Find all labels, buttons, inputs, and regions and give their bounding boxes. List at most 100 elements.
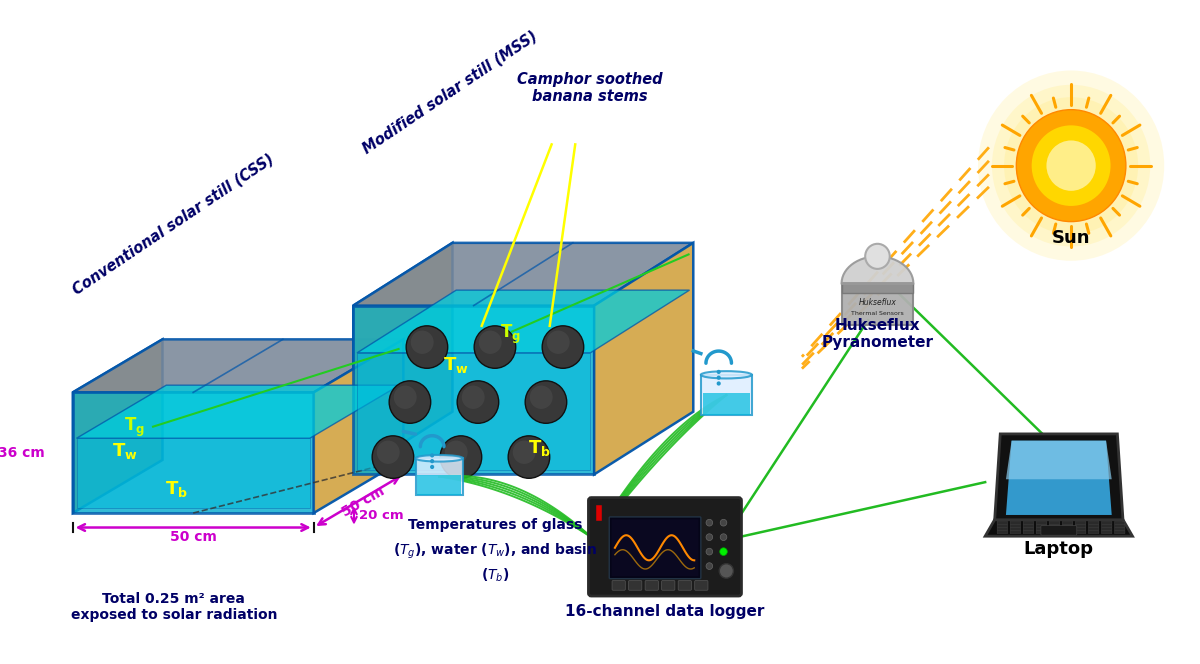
Circle shape xyxy=(394,386,416,409)
FancyBboxPatch shape xyxy=(1075,528,1086,531)
FancyBboxPatch shape xyxy=(1062,521,1073,525)
FancyBboxPatch shape xyxy=(1010,528,1021,531)
Text: Hukseflux: Hukseflux xyxy=(858,298,896,307)
FancyBboxPatch shape xyxy=(1088,521,1099,525)
Text: 16-channel data logger: 16-channel data logger xyxy=(565,604,764,620)
FancyBboxPatch shape xyxy=(1075,531,1086,534)
Circle shape xyxy=(508,436,550,478)
Circle shape xyxy=(474,326,516,369)
Polygon shape xyxy=(703,393,750,416)
FancyBboxPatch shape xyxy=(1010,531,1021,534)
Circle shape xyxy=(529,386,553,409)
FancyBboxPatch shape xyxy=(1037,528,1046,531)
FancyBboxPatch shape xyxy=(1062,525,1073,527)
FancyBboxPatch shape xyxy=(1037,531,1046,534)
Circle shape xyxy=(716,381,721,386)
Polygon shape xyxy=(985,520,1133,537)
FancyBboxPatch shape xyxy=(1088,531,1099,534)
Polygon shape xyxy=(995,434,1123,521)
FancyBboxPatch shape xyxy=(1088,528,1099,531)
Circle shape xyxy=(377,441,400,464)
Circle shape xyxy=(372,436,414,478)
Polygon shape xyxy=(1006,441,1111,479)
FancyBboxPatch shape xyxy=(1024,525,1033,527)
Circle shape xyxy=(716,376,721,380)
Polygon shape xyxy=(594,243,694,475)
Ellipse shape xyxy=(701,371,752,378)
Text: ($T_b$): ($T_b$) xyxy=(481,566,509,584)
FancyBboxPatch shape xyxy=(661,580,674,590)
FancyBboxPatch shape xyxy=(1024,531,1033,534)
FancyBboxPatch shape xyxy=(1075,521,1086,525)
Text: Hukseflux
Pyranometer: Hukseflux Pyranometer xyxy=(822,317,934,350)
FancyBboxPatch shape xyxy=(695,580,708,590)
FancyBboxPatch shape xyxy=(1049,521,1060,525)
Text: Thermal Sensors: Thermal Sensors xyxy=(851,311,904,316)
FancyBboxPatch shape xyxy=(997,521,1008,525)
Circle shape xyxy=(440,436,481,478)
FancyBboxPatch shape xyxy=(997,525,1008,527)
Text: $\mathbf{T_w}$: $\mathbf{T_w}$ xyxy=(112,442,138,461)
FancyBboxPatch shape xyxy=(1115,528,1124,531)
FancyBboxPatch shape xyxy=(997,528,1008,531)
FancyBboxPatch shape xyxy=(1115,525,1124,527)
Text: $\mathbf{T_w}$: $\mathbf{T_w}$ xyxy=(443,355,469,375)
Text: 36 cm: 36 cm xyxy=(0,446,44,459)
Text: Conventional solar still (CSS): Conventional solar still (CSS) xyxy=(70,151,276,297)
Text: $\mathbf{T_g}$: $\mathbf{T_g}$ xyxy=(499,323,521,347)
Text: $\mathbf{T_b}$: $\mathbf{T_b}$ xyxy=(528,438,551,458)
Text: 50 cm: 50 cm xyxy=(340,484,386,519)
Circle shape xyxy=(445,441,468,464)
Polygon shape xyxy=(73,339,403,392)
Polygon shape xyxy=(418,475,461,495)
FancyBboxPatch shape xyxy=(1115,531,1124,534)
Text: Laptop: Laptop xyxy=(1024,540,1094,558)
Circle shape xyxy=(430,459,434,463)
Circle shape xyxy=(547,331,570,354)
FancyBboxPatch shape xyxy=(1024,521,1033,525)
Polygon shape xyxy=(353,243,694,305)
FancyBboxPatch shape xyxy=(997,531,1008,534)
Polygon shape xyxy=(73,339,162,513)
Circle shape xyxy=(706,562,713,570)
Circle shape xyxy=(1032,125,1110,206)
FancyBboxPatch shape xyxy=(1088,525,1099,527)
FancyBboxPatch shape xyxy=(1102,525,1112,527)
Ellipse shape xyxy=(415,455,463,461)
Circle shape xyxy=(406,326,448,369)
Polygon shape xyxy=(313,339,403,513)
Text: Camphor soothed
banana stems: Camphor soothed banana stems xyxy=(516,72,662,104)
Circle shape xyxy=(720,548,727,556)
FancyBboxPatch shape xyxy=(1062,528,1073,531)
FancyBboxPatch shape xyxy=(1010,525,1021,527)
Polygon shape xyxy=(1006,441,1111,515)
Circle shape xyxy=(719,564,733,578)
Polygon shape xyxy=(841,256,913,284)
Circle shape xyxy=(706,548,713,555)
Circle shape xyxy=(1046,141,1096,191)
Circle shape xyxy=(1016,110,1126,222)
Circle shape xyxy=(542,326,583,369)
Circle shape xyxy=(457,381,499,423)
FancyBboxPatch shape xyxy=(646,580,659,590)
Circle shape xyxy=(978,70,1164,261)
FancyBboxPatch shape xyxy=(1049,525,1060,527)
Polygon shape xyxy=(353,243,452,475)
FancyBboxPatch shape xyxy=(1049,531,1060,534)
Polygon shape xyxy=(353,305,594,475)
Polygon shape xyxy=(77,385,400,438)
Polygon shape xyxy=(701,374,752,416)
Text: Total 0.25 m² area
exposed to solar radiation: Total 0.25 m² area exposed to solar radi… xyxy=(71,592,277,622)
FancyBboxPatch shape xyxy=(629,580,642,590)
Circle shape xyxy=(706,534,713,540)
Text: Sun: Sun xyxy=(1052,229,1091,247)
Polygon shape xyxy=(841,284,913,325)
FancyBboxPatch shape xyxy=(588,497,742,596)
Text: ($T_g$), water ($T_w$), and basin: ($T_g$), water ($T_w$), and basin xyxy=(392,542,598,561)
Polygon shape xyxy=(415,458,463,495)
FancyBboxPatch shape xyxy=(1075,525,1086,527)
FancyBboxPatch shape xyxy=(1010,521,1021,525)
Text: $\mathbf{T_b}$: $\mathbf{T_b}$ xyxy=(166,479,188,499)
Polygon shape xyxy=(358,353,590,469)
Circle shape xyxy=(512,441,535,464)
